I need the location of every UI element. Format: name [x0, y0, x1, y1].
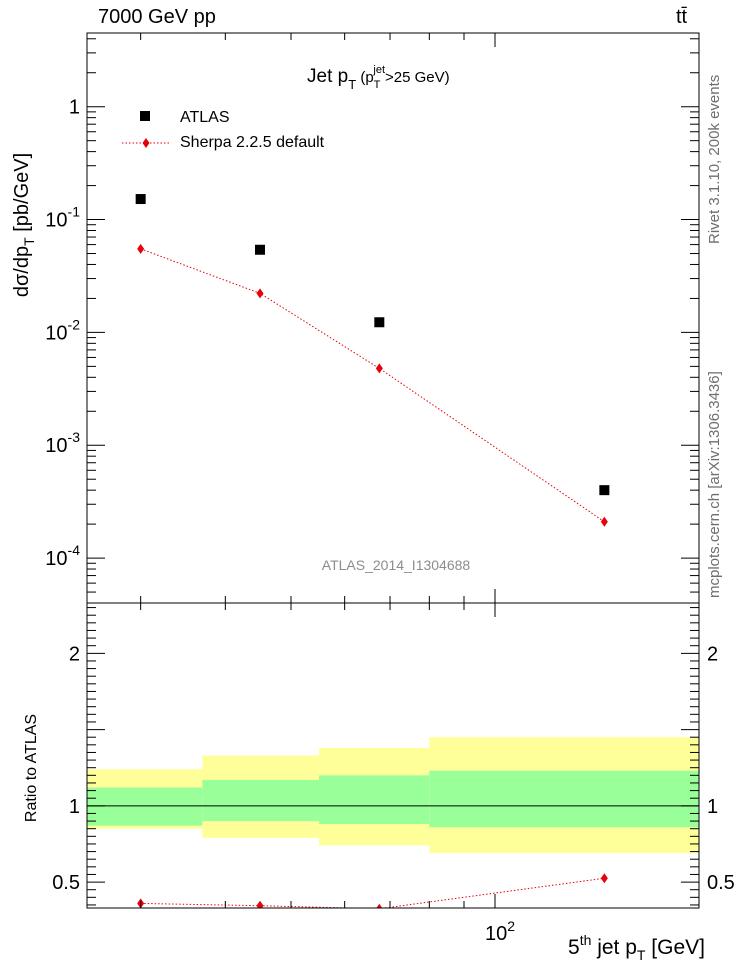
ratio-series-layer	[137, 873, 608, 908]
legend-sherpa-label: Sherpa 2.2.5 default	[180, 134, 325, 151]
ratio-y-tick-label: 2	[69, 643, 80, 665]
ratio-y-tick-label-right: 1	[707, 796, 718, 818]
sherpa-point	[375, 363, 383, 374]
legend: ATLAS Sherpa 2.2.5 default	[122, 109, 325, 151]
main-y-tick-label: 10-3	[45, 429, 80, 457]
sherpa-point	[600, 516, 608, 527]
sherpa-point	[137, 243, 145, 254]
ratio-sherpa-point	[600, 873, 608, 884]
ratio-y-tick-label: 0.5	[52, 872, 80, 894]
stat-uncertainty-band	[202, 779, 320, 822]
axes-layer	[86, 32, 700, 909]
ratio-y-tick-label-right: 0.5	[707, 872, 735, 894]
legend-atlas-marker	[140, 111, 150, 121]
sherpa-line	[140, 248, 605, 523]
main-y-tick-label: 10-2	[45, 316, 80, 344]
x-tick-label: 102	[485, 918, 515, 945]
main-plot-frame	[86, 32, 700, 604]
legend-sherpa-marker	[142, 138, 150, 148]
main-y-tick-label: 1	[69, 97, 80, 119]
atlas-point	[254, 244, 265, 255]
atlas-point	[135, 194, 146, 205]
ratio-sherpa-point	[376, 903, 383, 908]
ratio-y-label-group: Ratio to ATLAS	[23, 714, 40, 822]
stat-uncertainty-band	[87, 787, 203, 826]
atlas-point	[599, 485, 610, 496]
y-axis-label-group: dσ/dpT [pb/GeV]	[11, 153, 37, 297]
labels-layer: 10-4 10-3 10-2 10-1 1 0.5 0.5 1 1 2 2 102 5th jet pT…	[11, 64, 735, 963]
x-axis-label: 5th jet pT [GeV]	[568, 932, 705, 963]
y-axis-label: dσ/dpT [pb/GeV]	[11, 153, 37, 297]
stat-uncertainty-band	[429, 770, 699, 828]
main-series-layer	[135, 194, 610, 527]
analysis-watermark: ATLAS_2014_I1304688	[322, 557, 471, 573]
process-label: tt̄	[676, 6, 688, 28]
ratio-y-tick-label: 1	[69, 796, 80, 818]
energy-label: 7000 GeV pp	[98, 6, 216, 28]
ratio-plot-frame	[86, 602, 700, 909]
main-y-tick-label: 10-4	[45, 542, 80, 570]
ratio-sherpa-line	[140, 877, 605, 908]
main-y-tick-label: 10-1	[45, 204, 80, 232]
stat-uncertainty-band	[319, 775, 430, 825]
atlas-point	[374, 317, 385, 328]
legend-atlas-label: ATLAS	[180, 109, 230, 126]
ratio-sherpa-point	[256, 900, 264, 908]
sherpa-point	[256, 288, 264, 299]
ratio-uncertainty-bands	[87, 737, 699, 854]
plot-title: Jet pT (pTjet>25 GeV)	[307, 64, 450, 92]
ratio-y-tick-label-right: 2	[707, 643, 718, 665]
ratio-y-axis-label: Ratio to ATLAS	[23, 714, 40, 822]
